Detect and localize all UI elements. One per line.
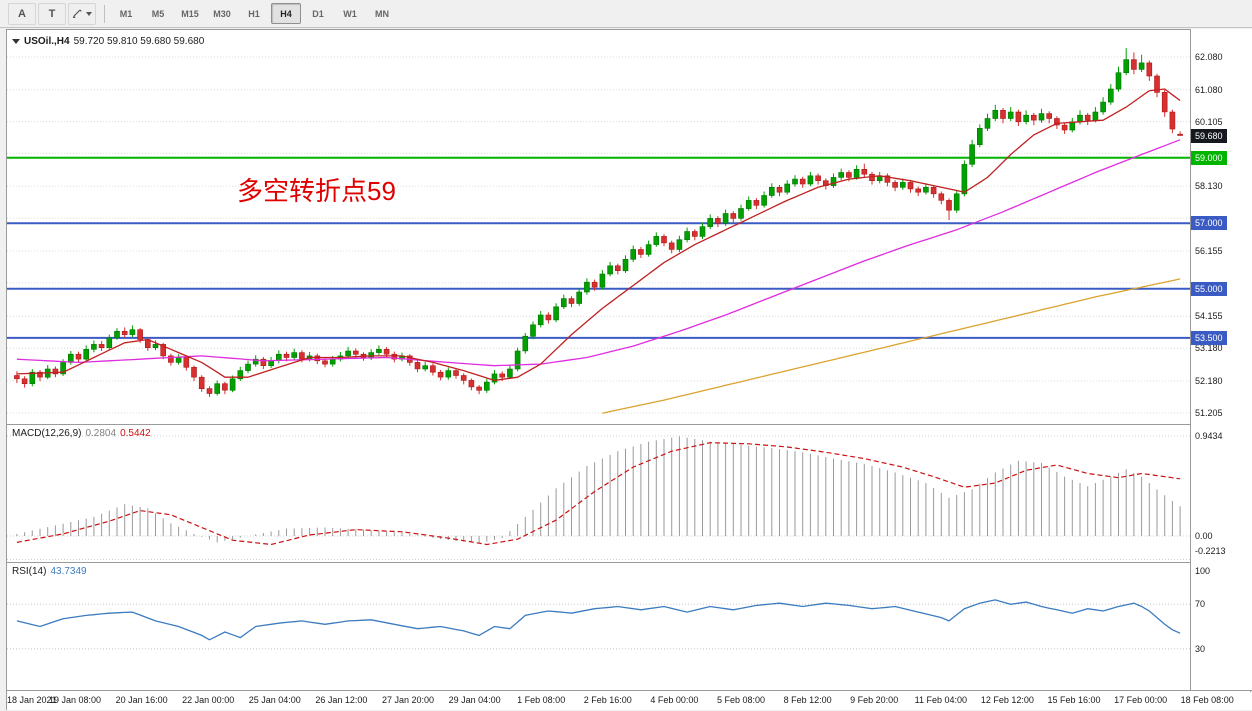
pencil-icon — [72, 7, 83, 21]
time-axis-label: 1 Feb 08:00 — [517, 695, 566, 705]
timeframe-button-m30[interactable]: M30 — [213, 8, 231, 19]
price-level-badge: 55.000 — [1191, 281, 1227, 296]
macd-axis-label: -0.2213 — [1195, 546, 1226, 556]
macd-panel-separator[interactable] — [7, 424, 1252, 425]
timeframe-button-d1[interactable]: D1 — [312, 8, 324, 19]
rsi-axis-label: 30 — [1195, 643, 1206, 654]
time-axis-label: 8 Feb 12:00 — [783, 695, 832, 705]
rsi-panel-separator[interactable] — [7, 562, 1252, 563]
price-axis-label: 54.155 — [1195, 311, 1223, 322]
timeframe-button-m1[interactable]: M1 — [119, 8, 133, 19]
ma-slow-line — [602, 278, 1181, 414]
chart-menu-triangle-icon[interactable] — [12, 39, 20, 44]
time-axis-label: 15 Feb 16:00 — [1047, 695, 1101, 705]
price-axis-label: 58.130 — [1195, 181, 1223, 192]
macd-signal-line — [16, 442, 1181, 546]
time-axis-label: 26 Jan 12:00 — [315, 695, 368, 705]
time-axis-label: 9 Feb 20:00 — [850, 695, 899, 705]
time-axis-label: 20 Jan 16:00 — [115, 695, 168, 705]
rsi-line — [16, 599, 1181, 641]
timeframe-button-h1[interactable]: H1 — [248, 8, 260, 19]
macd-axis-label: 0.9434 — [1195, 430, 1223, 441]
draw-tool-dropdown[interactable] — [68, 2, 96, 25]
price-scale[interactable]: 62.080 61.080 60.105 58.130 56.155 54.155 53.1… — [1191, 29, 1252, 690]
current-price-badge: 59.680 — [1191, 128, 1227, 143]
rsi-axis-label: 70 — [1195, 599, 1206, 610]
time-axis-label: 27 Jan 20:00 — [381, 695, 435, 705]
cursor-tool-button[interactable]: A — [8, 2, 36, 25]
symbol-period-label: USOil.,H4 — [24, 36, 70, 47]
ohlc-values: 59.720 59.810 59.680 59.680 — [73, 36, 205, 47]
price-axis-label: 61.080 — [1195, 84, 1223, 95]
timeframe-group: M1 M5 M15 M30 H1 H4 D1 W1 MN — [111, 3, 399, 24]
time-axis-label: 18 Feb 08:00 — [1180, 695, 1234, 705]
time-axis-label: 17 Feb 00:00 — [1114, 695, 1168, 705]
rsi-panel-canvas[interactable] — [7, 563, 1190, 690]
chart-title: USOil.,H4 59.720 59.810 59.680 59.680 — [12, 36, 204, 47]
macd-signal-value: 0.5442 — [120, 428, 151, 439]
time-axis-label: 18 Jan 2021 — [7, 695, 57, 705]
price-level-badge: 53.500 — [1191, 330, 1227, 345]
price-axis-label: 60.105 — [1195, 116, 1223, 127]
top-toolbar: A T M1 M5 M15 M30 H1 H4 D1 W1 MN — [0, 0, 1252, 28]
rsi-title: RSI(14) 43.7349 — [12, 566, 87, 577]
price-axis-label: 53.180 — [1195, 343, 1223, 354]
time-axis-label: 11 Feb 04:00 — [914, 695, 967, 705]
price-axis-label: 56.155 — [1195, 245, 1223, 256]
timeframe-button-m15[interactable]: M15 — [181, 8, 199, 19]
time-axis-label: 4 Feb 00:00 — [650, 695, 699, 705]
chart-text-annotation[interactable]: 多空转折点59 — [237, 176, 396, 206]
time-axis-label: 12 Feb 12:00 — [980, 695, 1034, 705]
macd-axis-label: 0.00 — [1195, 531, 1213, 541]
timeframe-button-w1[interactable]: W1 — [343, 8, 357, 19]
ma-fast-line — [16, 88, 1181, 382]
toolbar-separator — [104, 4, 105, 23]
timeframe-button-mn[interactable]: MN — [375, 8, 389, 19]
main-chart-canvas[interactable] — [7, 31, 1190, 423]
timeframe-button-h4[interactable]: H4 — [271, 3, 301, 24]
time-axis-label: 29 Jan 04:00 — [448, 695, 501, 705]
macd-label: MACD(12,26,9) — [12, 428, 82, 439]
price-axis-label: 52.180 — [1195, 376, 1223, 387]
timeframe-button-m5[interactable]: M5 — [151, 8, 165, 19]
rsi-value: 43.7349 — [50, 566, 87, 577]
price-axis-label: 51.205 — [1195, 408, 1223, 418]
time-axis-label: 2 Feb 16:00 — [583, 695, 632, 705]
price-level-badge: 57.000 — [1191, 216, 1227, 231]
macd-histogram — [16, 436, 1181, 544]
time-axis-separator — [7, 690, 1252, 691]
price-axis-label: 62.080 — [1195, 51, 1223, 62]
rsi-label: RSI(14) — [12, 566, 47, 577]
price-scale-separator — [1190, 30, 1191, 690]
time-axis-label: 25 Jan 04:00 — [248, 695, 301, 705]
ma-mid-line — [16, 139, 1181, 367]
time-axis-label: 22 Jan 00:00 — [182, 695, 235, 705]
text-tool-button[interactable]: T — [38, 2, 66, 25]
rsi-axis-label: 100 — [1195, 566, 1211, 576]
chevron-down-icon — [86, 11, 92, 16]
price-level-badge: 59.000 — [1191, 150, 1227, 165]
time-axis-label: 5 Feb 08:00 — [716, 695, 766, 705]
candles — [14, 48, 1183, 397]
macd-panel-canvas[interactable] — [7, 425, 1190, 561]
macd-main-value: 0.2804 — [85, 428, 117, 439]
time-axis-label: 19 Jan 08:00 — [48, 695, 102, 705]
time-axis[interactable]: 18 Jan 2021 19 Jan 08:00 20 Jan 16:00 22 Ja… — [7, 692, 1252, 710]
macd-title: MACD(12,26,9) 0.2804 0.5442 — [12, 428, 151, 439]
